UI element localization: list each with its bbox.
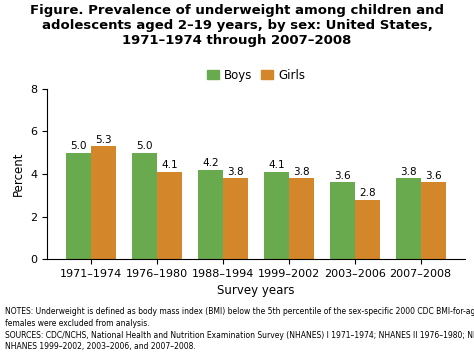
Text: 5.3: 5.3 — [96, 135, 112, 144]
Bar — [355, 200, 380, 259]
Text: 5.0: 5.0 — [71, 141, 87, 151]
Bar — [91, 146, 117, 259]
Y-axis label: Percent: Percent — [12, 152, 25, 196]
Text: 5.0: 5.0 — [137, 141, 153, 151]
Text: 3.8: 3.8 — [293, 166, 310, 176]
Bar — [395, 178, 420, 259]
Text: Figure. Prevalence of underweight among children and
adolescents aged 2–19 years: Figure. Prevalence of underweight among … — [30, 4, 444, 47]
Text: 2.8: 2.8 — [359, 188, 375, 198]
Bar — [330, 182, 355, 259]
Text: 3.6: 3.6 — [425, 171, 441, 181]
Text: 3.8: 3.8 — [227, 166, 244, 176]
Legend: Boys, Girls: Boys, Girls — [202, 64, 310, 86]
Bar — [420, 182, 446, 259]
Text: NOTES: Underweight is defined as body mass index (BMI) below the 5th percentile : NOTES: Underweight is defined as body ma… — [5, 307, 474, 351]
Text: 4.1: 4.1 — [162, 160, 178, 170]
Text: 3.8: 3.8 — [400, 166, 416, 176]
Text: 4.1: 4.1 — [268, 160, 285, 170]
Bar — [223, 178, 248, 259]
Bar — [157, 172, 182, 259]
Bar — [264, 172, 289, 259]
Bar — [66, 153, 91, 259]
Bar — [198, 170, 223, 259]
Bar — [132, 153, 157, 259]
Text: 3.6: 3.6 — [334, 171, 350, 181]
X-axis label: Survey years: Survey years — [217, 284, 295, 297]
Bar — [289, 178, 314, 259]
Text: 4.2: 4.2 — [202, 158, 219, 168]
